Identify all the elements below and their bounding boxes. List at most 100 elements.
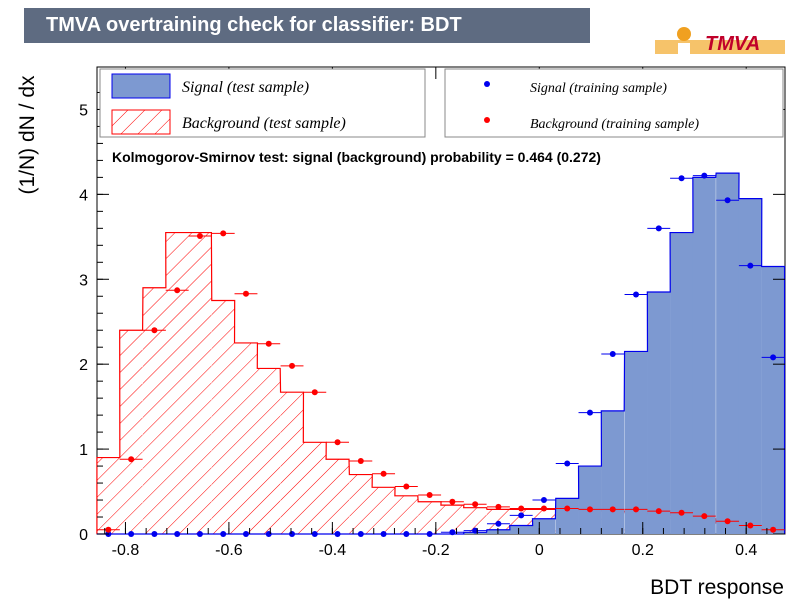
background-train-point [196, 232, 203, 239]
signal-train-point [747, 262, 754, 269]
histogram-layer [96, 172, 786, 535]
legend-marker-background-train [484, 117, 490, 123]
background-train-point [403, 483, 410, 490]
signal-train-point [380, 531, 387, 537]
background-test-bar [440, 505, 464, 534]
background-train-point [609, 506, 616, 513]
background-test-bar [234, 342, 258, 534]
background-test-bar [119, 330, 143, 534]
background-train-point [242, 290, 249, 297]
signal-train-point [449, 529, 456, 536]
x-tick-label: 0 [535, 542, 544, 559]
background-train-point [678, 509, 685, 516]
signal-train-point [495, 520, 502, 527]
signal-train-point [242, 531, 249, 537]
background-test-bar [418, 501, 442, 534]
background-train-point [770, 526, 777, 533]
background-train-point [220, 230, 227, 237]
signal-test-bar [532, 518, 556, 534]
background-test-bar [463, 507, 487, 534]
signal-train-point [564, 460, 571, 467]
background-train-point [105, 526, 112, 533]
legend-label-background-train: Background (training sample) [530, 117, 699, 132]
legend-box-right [444, 68, 784, 138]
signal-train-point [196, 531, 203, 537]
signal-test-bar [601, 410, 625, 534]
background-train-point [380, 470, 387, 477]
background-train-point [128, 456, 135, 463]
x-tick-label: 0.2 [632, 542, 654, 559]
background-test-bar [188, 232, 212, 534]
legend-swatch-background-test [111, 109, 171, 135]
ks-annotation: Kolmogorov-Smirnov test: signal (backgro… [112, 149, 601, 165]
signal-test-bar [509, 525, 533, 534]
legend-swatch-signal-test [111, 73, 171, 99]
signal-test-bar [716, 173, 740, 535]
background-train-point [265, 340, 272, 347]
background-train-point [289, 362, 296, 369]
signal-train-point [311, 531, 318, 537]
chart-title: TMVA overtraining check for classifier: … [24, 8, 590, 43]
background-train-point [311, 389, 318, 396]
signal-train-point [655, 225, 662, 232]
background-train-point [518, 505, 525, 512]
legend-marker-signal-train [484, 81, 490, 87]
x-tick-label: 0.4 [735, 542, 757, 559]
background-train-point [426, 491, 433, 498]
background-train-point [747, 522, 754, 529]
signal-train-point [128, 531, 135, 537]
signal-train-point [472, 527, 479, 534]
background-train-point [334, 439, 341, 446]
signal-test-bar [738, 198, 762, 535]
signal-train-point [289, 531, 296, 537]
background-train-point [357, 457, 364, 464]
signal-train-point [334, 531, 341, 537]
signal-train-point [174, 531, 181, 537]
background-train-point [564, 505, 571, 512]
background-test-bar [96, 457, 120, 534]
background-test-bar [394, 495, 418, 534]
legend-label-background-test: Background (test sample) [182, 115, 346, 132]
signal-test-bar [486, 529, 510, 534]
background-train-point [701, 513, 708, 520]
background-train-point [655, 508, 662, 515]
y-tick-label: 1 [79, 442, 88, 459]
background-test-bar [142, 287, 166, 534]
legend-label-signal-test: Signal (test sample) [182, 79, 309, 96]
background-test-bar [303, 442, 327, 534]
background-test-bar [257, 368, 281, 534]
signal-train-point [220, 531, 227, 537]
signal-test-bar [647, 292, 671, 534]
background-train-point [586, 506, 593, 513]
signal-train-point [724, 197, 731, 204]
background-test-bar [211, 300, 235, 534]
x-tick-label: -0.6 [215, 542, 243, 559]
y-tick-label: 3 [79, 272, 88, 289]
background-test-bar [280, 392, 304, 534]
background-train-point [724, 518, 731, 525]
logo-text: TMVA [705, 33, 760, 55]
signal-train-point [357, 531, 364, 537]
signal-train-point [540, 497, 547, 504]
x-tick-label: -0.2 [422, 542, 450, 559]
signal-train-point [701, 172, 708, 179]
signal-test-bar [761, 266, 785, 534]
x-tick-label: -0.4 [319, 542, 347, 559]
background-test-bar [349, 474, 373, 534]
background-test-bar [326, 459, 349, 534]
points-layer [96, 172, 785, 537]
signal-test-bar [555, 498, 579, 534]
signal-train-point [403, 531, 410, 537]
x-axis-label: BDT response [650, 576, 784, 599]
signal-train-point [586, 409, 593, 416]
x-tick-label: -0.8 [112, 542, 140, 559]
background-test-bar [372, 487, 396, 534]
legend-label-signal-train: Signal (training sample) [530, 81, 667, 96]
y-axis-label: (1/N) dN / dx [16, 75, 39, 195]
signal-train-point [633, 291, 640, 298]
background-train-point [472, 501, 479, 508]
signal-test-bar [578, 466, 602, 534]
background-test-bar [165, 232, 189, 534]
y-tick-label: 0 [79, 527, 88, 544]
